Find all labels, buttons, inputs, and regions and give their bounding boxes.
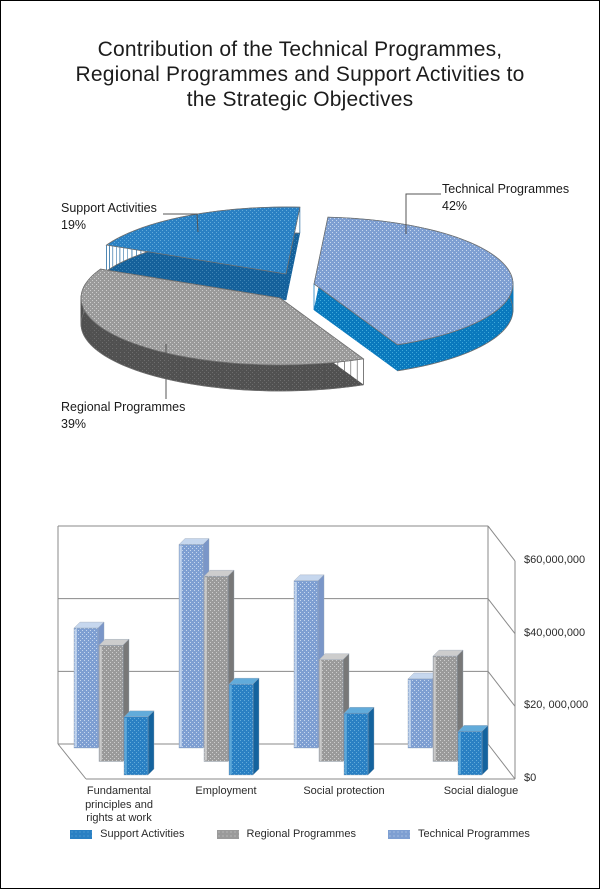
y-axis-tick-label: $40,000,000 (524, 626, 586, 639)
tick-connector (487, 525, 516, 562)
tick-connector (487, 743, 516, 780)
bar-regional-3 (432, 649, 464, 762)
legend-item-regional: Regional Programmes (216, 828, 356, 840)
chart-legend: Support Activities Regional Programmes Tec… (1, 828, 599, 840)
pie-label-support-name: Support Activities (61, 201, 157, 215)
y-axis-tick-label: $0 (524, 772, 537, 784)
y-axis-tick-label: $20, 000,000 (524, 699, 589, 712)
y-axis-tick-label: $60,000,000 (524, 553, 586, 566)
pie-label-support-pct: 19% (61, 218, 87, 232)
pie-label-regional-pct: 39% (61, 417, 87, 431)
chart-title: Contribution of the Technical Programmes… (75, 38, 525, 111)
pie-label-regional-name: Regional Programmes (61, 400, 186, 414)
legend-item-support: Support Activities (70, 828, 185, 840)
pie-slice-technical (313, 216, 514, 372)
legend-swatch-support (70, 829, 93, 839)
legend-item-technical: Technical Programmes (387, 828, 530, 840)
category-label: Social dialogue (443, 785, 519, 797)
pie-label-support: Support Activities 19% (61, 200, 157, 234)
floor-left-edge (57, 743, 87, 780)
leader-line-technical (405, 193, 441, 234)
leader-line-support (163, 213, 199, 233)
pie-slice-regional (80, 268, 365, 392)
pie-slice-support (105, 206, 301, 301)
legend-swatch-regional (216, 829, 239, 839)
bar-regional-0 (98, 638, 130, 762)
category-label: Employment (195, 785, 257, 797)
legend-swatch-technical (387, 829, 410, 839)
pie-label-regional: Regional Programmes 39% (61, 399, 185, 433)
bar-support-1 (228, 677, 260, 776)
pie-label-technical-pct: 42% (442, 199, 468, 213)
bar-technical-3 (407, 672, 439, 749)
legend-label: Support Activities (100, 828, 185, 840)
bar-support-3 (457, 724, 489, 776)
legend-label: Regional Programmes (246, 828, 356, 840)
category-label: Social protection (303, 785, 385, 797)
legend-label: Technical Programmes (417, 828, 530, 840)
bar-support-2 (343, 706, 375, 776)
bar-support-0 (123, 710, 155, 776)
pie-label-technical-name: Technical Programmes (442, 182, 570, 196)
tick-connector (487, 598, 516, 634)
category-label: Fundamental principles and rights at wor… (85, 785, 153, 824)
tick-connector (487, 671, 516, 707)
pie-label-technical: Technical Programmes 42% (442, 181, 569, 215)
